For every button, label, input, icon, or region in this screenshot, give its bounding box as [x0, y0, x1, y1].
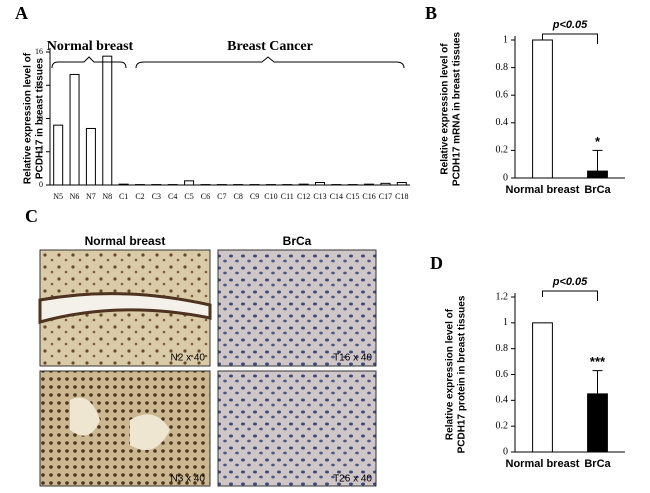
x-tick-label: C15 — [346, 192, 359, 201]
group-bracket — [51, 56, 127, 69]
significance-marker: * — [595, 134, 601, 149]
x-tick-label: C18 — [395, 192, 408, 201]
bar — [53, 124, 64, 186]
significance-bracket — [542, 33, 598, 44]
x-tick-label: BrCa — [584, 458, 611, 470]
x-tick-label: N6 — [70, 192, 80, 201]
y-tick-label: 0.2 — [496, 145, 509, 156]
y-tick-label: 1 — [503, 317, 508, 328]
x-tick-label: C11 — [281, 192, 294, 201]
bar — [380, 182, 391, 186]
y-axis-label: Relative expression level of — [440, 43, 451, 175]
x-tick-label: C4 — [168, 192, 177, 201]
bar — [69, 73, 80, 186]
y-tick-label: 0.8 — [496, 343, 509, 354]
y-tick-label: 0.6 — [496, 369, 509, 380]
image-t16 — [217, 249, 377, 367]
x-tick-label: Normal breast — [506, 184, 580, 196]
y-tick-label: 0 — [503, 446, 508, 457]
image-caption: N3 x 40 — [171, 474, 206, 485]
y-tick-label: 0.6 — [496, 89, 509, 100]
x-tick-label: C5 — [184, 192, 193, 201]
y-axis-label: PCDH17 protein in breast tissues — [457, 295, 468, 453]
x-tick-label: C6 — [201, 192, 210, 201]
bar — [587, 170, 608, 179]
group-bracket — [135, 56, 405, 69]
histology-images — [38, 249, 377, 487]
x-tick-label: C2 — [135, 192, 144, 201]
image-caption: T26 x 40 — [333, 474, 372, 485]
lumen — [70, 397, 170, 450]
bar — [102, 55, 113, 186]
image-caption: T16 x 40 — [333, 353, 372, 364]
x-tick-label: C3 — [152, 192, 161, 201]
bar — [587, 393, 608, 453]
significance-marker: *** — [590, 354, 606, 369]
y-axis-label: PCDH17 mRNA in breast tissues — [452, 32, 463, 187]
image-n3 — [39, 370, 211, 487]
group-label: Breast Cancer — [227, 39, 313, 54]
y-tick-label: 8 — [39, 113, 43, 122]
bar — [298, 183, 309, 186]
x-tick-label: C1 — [119, 192, 128, 201]
y-tick-label: 1 — [503, 34, 508, 45]
x-tick-label: C9 — [250, 192, 259, 201]
bar — [364, 183, 375, 186]
bar — [184, 180, 195, 186]
bar — [315, 182, 325, 186]
image-t26 — [217, 370, 377, 487]
bar — [85, 127, 96, 186]
x-tick-label: C8 — [234, 192, 243, 201]
x-tick-label: C14 — [330, 192, 343, 201]
significance-label: p<0.05 — [552, 19, 588, 31]
x-tick-label: N7 — [86, 192, 96, 201]
column-header: BrCa — [283, 234, 312, 248]
y-axis-label: Relative expression level of — [445, 308, 456, 440]
y-tick-label: 0.8 — [496, 62, 509, 73]
y-tick-label: 0 — [39, 180, 43, 189]
duct — [38, 292, 212, 324]
bar — [532, 39, 553, 179]
x-tick-label: C12 — [297, 192, 310, 201]
x-tick-label: BrCa — [584, 184, 611, 196]
y-tick-label: 0.4 — [496, 117, 509, 128]
x-tick-label: N5 — [53, 192, 63, 201]
x-tick-label: C7 — [217, 192, 226, 201]
bar — [532, 322, 553, 453]
y-tick-label: 16 — [35, 47, 43, 56]
y-tick-label: 1.2 — [496, 291, 509, 302]
image-caption: N2 x 40 — [171, 353, 206, 364]
x-tick-label: N8 — [102, 192, 112, 201]
x-tick-label: C10 — [264, 192, 277, 201]
bar — [396, 182, 407, 186]
x-tick-label: C17 — [379, 192, 392, 201]
x-tick-label: Normal breast — [506, 458, 580, 470]
y-tick-label: 0.2 — [496, 420, 509, 431]
column-header: Normal breast — [85, 234, 166, 248]
panel-letter: B — [425, 3, 437, 23]
y-tick-label: 4 — [39, 147, 43, 156]
y-axis-label: Relative expression level of — [23, 52, 34, 184]
panel-letter: C — [25, 206, 38, 226]
significance-bracket — [542, 290, 598, 301]
panel-letter: D — [430, 253, 443, 273]
y-tick-label: 0 — [503, 172, 508, 183]
panel-letter: A — [15, 3, 28, 23]
y-tick-label: 0.4 — [496, 395, 509, 406]
x-tick-label: C16 — [362, 192, 375, 201]
significance-label: p<0.05 — [552, 276, 588, 288]
group-label: Normal breast — [47, 39, 134, 54]
y-axis-label: PCDH17 in breast tissues — [35, 57, 46, 179]
x-tick-label: C13 — [313, 192, 326, 201]
bar — [118, 183, 129, 186]
y-tick-label: 12 — [35, 80, 43, 89]
